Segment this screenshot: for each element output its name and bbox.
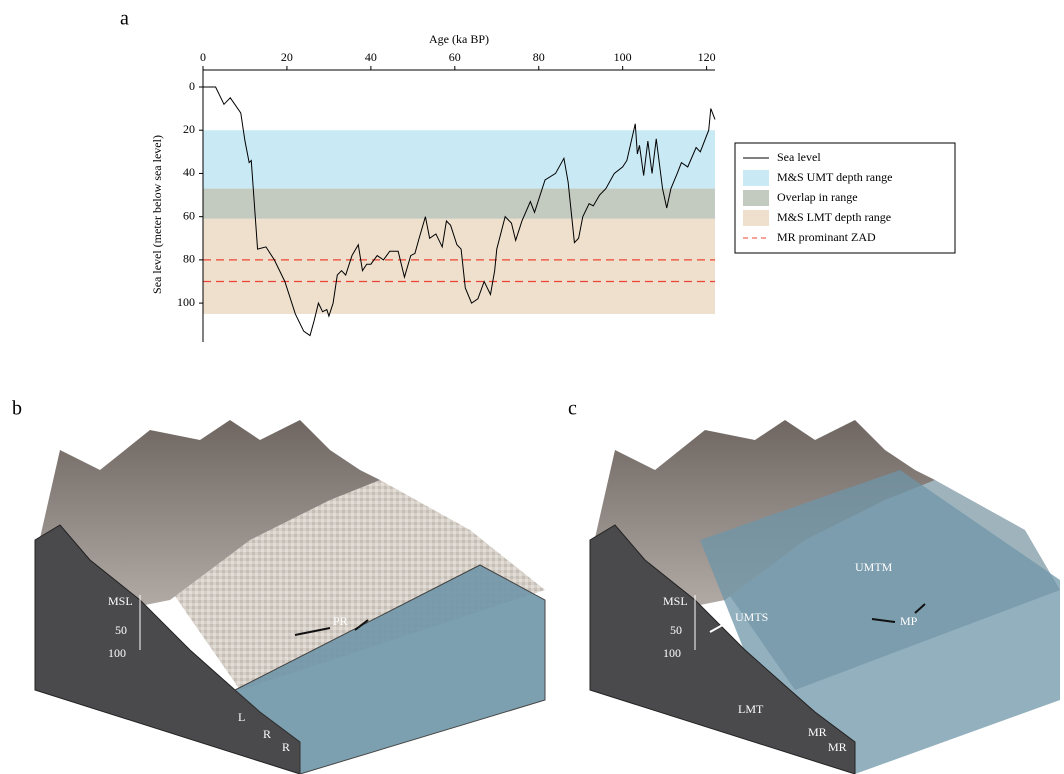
label: R <box>263 727 271 741</box>
y-tick-label: 40 <box>183 165 195 179</box>
x-tick-label: 60 <box>449 50 461 64</box>
legend-label: Sea level <box>777 150 821 164</box>
label: MR <box>808 725 827 739</box>
panel-label: b <box>12 398 22 420</box>
label: UMTM <box>855 560 893 574</box>
y-tick-label: 100 <box>177 295 195 309</box>
chart: 0 20 40 60 80 100 120 0 20 40 60 80 100 Age (ka BP) Se… <box>150 32 955 342</box>
panel-label: c <box>568 398 577 420</box>
legend-swatch <box>743 170 769 186</box>
x-axis-label: Age (ka BP) <box>429 32 489 46</box>
x-tick-label: 20 <box>281 50 293 64</box>
label: MSL <box>663 594 688 608</box>
figure: a b c MSL 50 100 PR L R R MSL 50 100 UMT… <box>0 0 1064 774</box>
legend-label: Overlap in range <box>777 190 858 204</box>
depth-band <box>203 219 715 314</box>
label: 50 <box>670 623 682 637</box>
y-tick-label: 60 <box>183 208 195 222</box>
x-tick-label: 100 <box>614 50 632 64</box>
legend-label: M&S LMT depth range <box>777 210 891 224</box>
label: LMT <box>738 702 764 716</box>
depth-band <box>203 189 715 219</box>
block-diagram-c <box>590 420 1060 774</box>
x-tick-label: 80 <box>533 50 545 64</box>
label: MP <box>900 614 918 628</box>
y-axis-label: Sea level (meter below sea level) <box>150 135 164 294</box>
label: R <box>282 740 290 754</box>
label: UMTS <box>735 610 768 624</box>
legend-swatch <box>743 210 769 226</box>
y-tick-label: 20 <box>183 122 195 136</box>
label: 50 <box>115 623 127 637</box>
legend-label: M&S UMT depth range <box>777 170 892 184</box>
x-tick-label: 120 <box>698 50 716 64</box>
label: MSL <box>108 594 133 608</box>
panel-label: a <box>120 8 129 30</box>
x-tick-label: 0 <box>200 50 206 64</box>
y-tick-label: 0 <box>189 79 195 93</box>
depth-band <box>203 130 715 188</box>
label: PR <box>333 614 348 628</box>
label: MR <box>828 740 847 754</box>
x-tick-label: 40 <box>365 50 377 64</box>
label: 100 <box>108 646 126 660</box>
y-tick-label: 80 <box>183 252 195 266</box>
legend-label: MR prominant ZAD <box>777 230 876 244</box>
label: L <box>238 710 245 724</box>
label: 100 <box>663 646 681 660</box>
legend-swatch <box>743 190 769 206</box>
